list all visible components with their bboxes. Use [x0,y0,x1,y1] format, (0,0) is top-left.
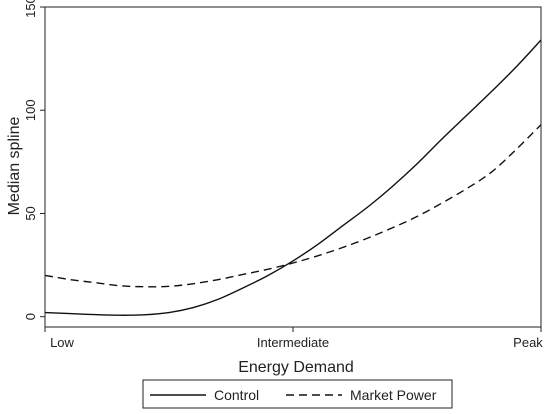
y-tick-label: 0 [23,313,38,320]
series-layer [44,39,542,316]
x-tick-label: Low [50,335,74,350]
y-tick-label: 150 [23,0,38,18]
legend-label-market-power: Market Power [350,387,437,403]
legend: Control Market Power [142,379,453,409]
y-tick-label: 100 [23,99,38,121]
x-axis: Low Intermediate Peak [44,327,543,350]
y-axis-title: Median spline [6,117,23,216]
y-tick-label: 50 [23,206,38,220]
legend-box [142,379,453,409]
x-tick-label: Intermediate [257,335,329,350]
x-axis-title: Energy Demand [238,359,354,376]
plot-border [44,6,542,328]
x-tick-label: Peak [513,335,543,350]
y-axis: 0 50 100 150 [23,0,45,320]
series-line-market-power [44,124,542,288]
series-line-control [44,39,542,316]
legend-label-control: Control [214,387,259,403]
plot-frame [44,6,542,328]
